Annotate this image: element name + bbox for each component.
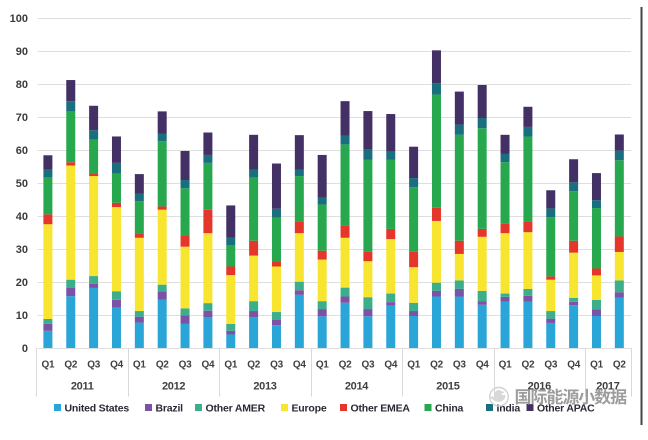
svg-text:Q1: Q1 bbox=[42, 360, 55, 371]
svg-text:90: 90 bbox=[16, 46, 28, 58]
svg-text:Q1: Q1 bbox=[590, 360, 603, 371]
svg-text:Q3: Q3 bbox=[453, 360, 466, 371]
svg-text:Q3: Q3 bbox=[362, 360, 375, 371]
svg-text:Q1: Q1 bbox=[407, 360, 420, 371]
svg-text:Q4: Q4 bbox=[384, 360, 397, 371]
svg-text:10: 10 bbox=[16, 310, 28, 322]
svg-text:2011: 2011 bbox=[71, 381, 94, 393]
svg-text:100: 100 bbox=[10, 13, 28, 25]
svg-text:Q4: Q4 bbox=[567, 360, 580, 371]
svg-text:20: 20 bbox=[16, 277, 28, 289]
svg-text:70: 70 bbox=[16, 112, 28, 124]
svg-text:Other EMEA: Other EMEA bbox=[351, 403, 411, 415]
svg-text:40: 40 bbox=[16, 211, 28, 223]
svg-text:China: China bbox=[435, 403, 464, 415]
svg-text:Q2: Q2 bbox=[522, 360, 535, 371]
svg-text:Q2: Q2 bbox=[156, 360, 169, 371]
svg-text:Q4: Q4 bbox=[110, 360, 123, 371]
svg-text:Brazil: Brazil bbox=[156, 403, 184, 415]
svg-text:Other AMER: Other AMER bbox=[206, 403, 266, 415]
svg-text:Q2: Q2 bbox=[613, 360, 626, 371]
svg-text:80: 80 bbox=[16, 79, 28, 91]
svg-text:Q2: Q2 bbox=[247, 360, 260, 371]
svg-text:Q1: Q1 bbox=[316, 360, 329, 371]
svg-text:Q2: Q2 bbox=[430, 360, 443, 371]
svg-text:United States: United States bbox=[65, 403, 130, 415]
svg-text:Q3: Q3 bbox=[544, 360, 557, 371]
svg-text:2012: 2012 bbox=[162, 381, 185, 393]
svg-text:Q3: Q3 bbox=[87, 360, 100, 371]
svg-text:Europe: Europe bbox=[292, 403, 327, 415]
svg-text:Q3: Q3 bbox=[179, 360, 192, 371]
svg-text:Q2: Q2 bbox=[64, 360, 77, 371]
svg-text:Q1: Q1 bbox=[499, 360, 512, 371]
svg-text:0: 0 bbox=[22, 343, 28, 355]
svg-text:60: 60 bbox=[16, 145, 28, 157]
svg-text:30: 30 bbox=[16, 244, 28, 256]
svg-text:Other APAC: Other APAC bbox=[537, 403, 595, 415]
svg-text:50: 50 bbox=[16, 178, 28, 190]
svg-text:Q2: Q2 bbox=[339, 360, 352, 371]
svg-text:2015: 2015 bbox=[436, 381, 459, 393]
svg-text:Q4: Q4 bbox=[476, 360, 489, 371]
svg-text:Q1: Q1 bbox=[133, 360, 146, 371]
svg-text:Q3: Q3 bbox=[270, 360, 283, 371]
svg-text:Q4: Q4 bbox=[293, 360, 306, 371]
svg-text:2013: 2013 bbox=[253, 381, 276, 393]
svg-text:Q4: Q4 bbox=[202, 360, 215, 371]
svg-text:2014: 2014 bbox=[345, 381, 369, 393]
svg-text:Q1: Q1 bbox=[224, 360, 237, 371]
